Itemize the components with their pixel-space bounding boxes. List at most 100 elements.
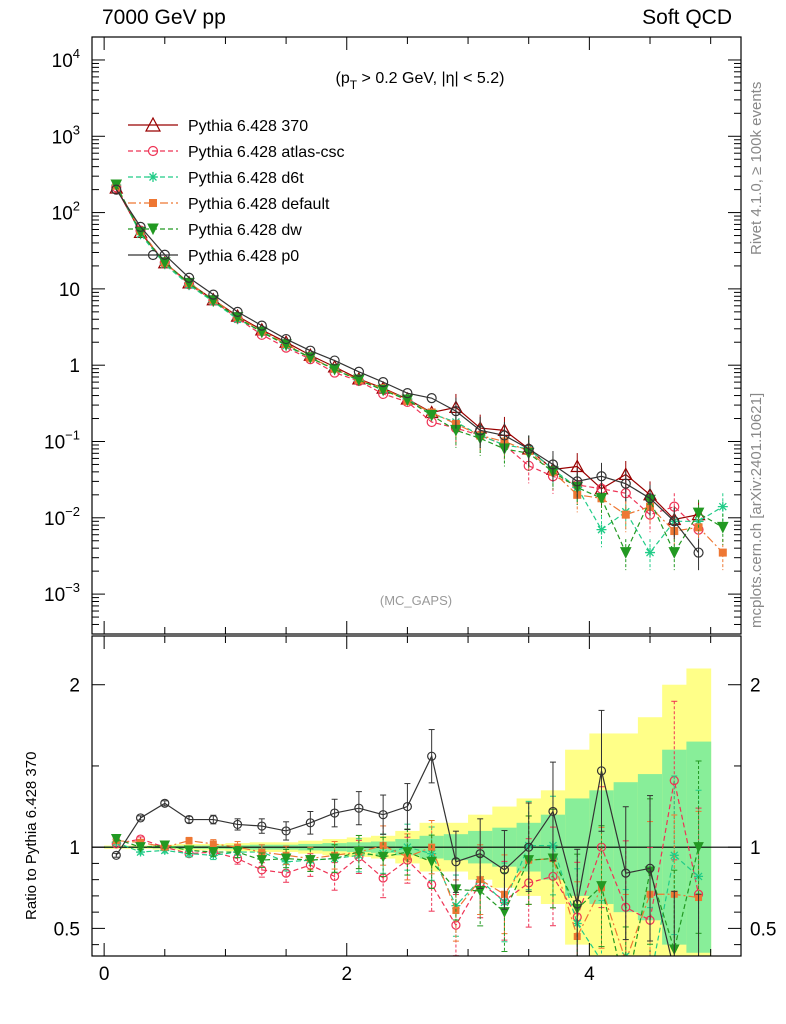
ratio-point [451, 857, 461, 867]
data-point [378, 377, 389, 388]
data-point [644, 493, 656, 504]
legend-marker [148, 172, 158, 182]
y-tick-label: 10−2 [44, 504, 80, 530]
data-point [158, 257, 171, 269]
data-point [621, 510, 630, 519]
ratio-point [597, 956, 606, 965]
ratio-point [281, 826, 291, 836]
legend-label: Pythia 6.428 dw [188, 222, 302, 239]
legend-marker [147, 145, 159, 157]
data-point [402, 388, 413, 399]
y-tick-label: 104 [52, 46, 80, 72]
ratio-point [305, 855, 316, 866]
y-tick-label: 1 [69, 356, 80, 377]
ratio-point [379, 842, 387, 850]
ratio-point [135, 813, 146, 823]
y-tick-label-right: 2 [750, 676, 761, 697]
x-tick-label: 4 [584, 964, 595, 985]
legend-item-pythia-6-428-dw: Pythia 6.428 dw [128, 222, 302, 239]
header-left: 7000 GeV pp [102, 6, 226, 29]
ratio-point [622, 957, 629, 964]
ratio-point [208, 814, 218, 825]
ratio-point [426, 856, 437, 868]
y-tick-label: 102 [52, 199, 80, 225]
data-point [499, 430, 510, 441]
ratio-point [353, 847, 365, 858]
ratio-point [693, 842, 704, 853]
data-point [523, 443, 534, 454]
y-tick-label: 10−1 [44, 427, 80, 453]
ratio-point [135, 842, 146, 853]
ratio-point [695, 976, 703, 984]
ratio-point [402, 847, 413, 858]
legend-item-pythia-6-428-370: Pythia 6.428 370 [128, 116, 308, 135]
ratio-point [596, 766, 607, 776]
data-point [353, 366, 364, 377]
legend-label: Pythia 6.428 default [188, 196, 330, 213]
series-pythia-6-428-default [112, 181, 727, 571]
legend-marker [144, 116, 162, 132]
data-point [716, 521, 729, 534]
y-tick-label: 103 [52, 122, 80, 148]
ratio-point [184, 814, 194, 825]
data-point [232, 306, 243, 317]
ratio-point [159, 840, 171, 852]
ratio-point [256, 855, 268, 866]
ratio-point [330, 808, 340, 818]
ratio-point [499, 865, 510, 875]
ratio-point [111, 850, 121, 860]
y-tick-label: 2 [69, 676, 80, 697]
mcplots-label: mcplots.cern.ch [arXiv:2401.10621] [748, 393, 765, 628]
series-line [115, 189, 700, 553]
header-right: Soft QCD [642, 6, 732, 29]
ratio-point [305, 818, 315, 828]
data-point [620, 478, 631, 489]
ratio-point [402, 801, 413, 812]
data-point [718, 548, 727, 557]
x-tick-label: 0 [99, 964, 110, 985]
ratio-point [258, 848, 266, 856]
analysis-annotation: (MC_GAPS) [380, 593, 452, 608]
ratio-point [257, 821, 267, 831]
upper-title: (pT > 0.2 GeV, |η| < 5.2) [336, 70, 505, 92]
ratio-point [572, 899, 582, 909]
y-tick-label: 0.5 [54, 919, 80, 940]
data-point [328, 363, 341, 376]
ratio-point [596, 881, 607, 892]
data-point [256, 320, 267, 331]
data-point [304, 352, 317, 364]
ratio-point [185, 837, 193, 845]
data-point [547, 459, 559, 470]
series-pythia-6-428-p0 [111, 184, 704, 571]
legend-marker [147, 223, 159, 236]
data-point [475, 425, 486, 436]
data-point [572, 476, 583, 487]
legend-label: Pythia 6.428 d6t [188, 170, 304, 187]
ratio-point [427, 751, 437, 761]
ratio-series-pythia-6-428-p0 [111, 709, 703, 984]
data-point [183, 272, 195, 283]
y-tick-label: 10−3 [44, 580, 80, 606]
legend-marker [149, 199, 157, 207]
ratio-point [160, 798, 170, 808]
data-point [426, 393, 437, 404]
data-point [208, 289, 219, 300]
ratio-point [377, 851, 389, 863]
ratio-point [645, 863, 655, 873]
ratio-point [110, 834, 122, 845]
ratio-point [378, 810, 388, 820]
data-point [111, 184, 122, 195]
ratio-point [646, 976, 655, 985]
upper-frame [91, 36, 742, 635]
data-point [596, 524, 607, 535]
y-tick-label: 1 [69, 838, 80, 859]
series-line [115, 185, 724, 554]
data-point [668, 547, 681, 559]
data-point [669, 516, 680, 527]
ratio-point [548, 806, 558, 817]
legend-label: Pythia 6.428 370 [188, 118, 308, 135]
ratio-point [209, 840, 217, 848]
rivet-label: Rivet 4.1.0, ≥ 100k events [748, 82, 765, 255]
ratio-point [280, 853, 292, 865]
